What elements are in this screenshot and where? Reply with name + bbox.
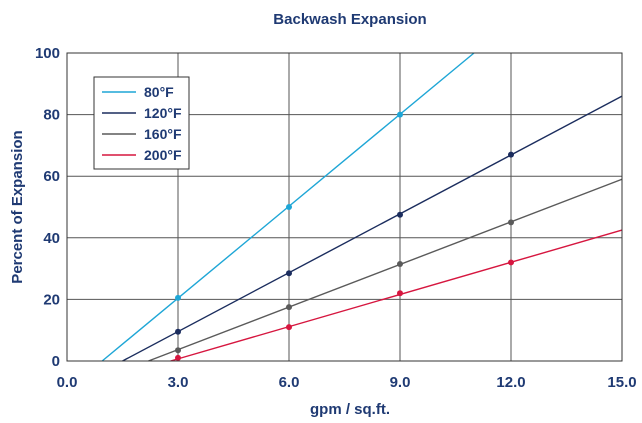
data-point: [286, 270, 292, 277]
grid: [67, 53, 622, 361]
y-tick-label: 100: [35, 45, 60, 62]
data-point: [508, 259, 514, 266]
data-point: [175, 328, 181, 335]
data-point: [175, 347, 181, 354]
x-tick-label: 15.0: [607, 374, 636, 391]
x-tick-label: 12.0: [496, 374, 525, 391]
data-point: [175, 294, 181, 301]
legend-label: 160°F: [144, 126, 182, 142]
x-tick-label: 6.0: [279, 374, 300, 391]
data-point: [397, 260, 403, 267]
series-line-2: [148, 178, 623, 362]
legend: 80°F 120°F 160°F 200°F: [93, 76, 190, 170]
x-axis-label: gpm / sq.ft.: [310, 401, 390, 418]
series-line-1: [122, 95, 623, 362]
data-point: [397, 290, 403, 297]
data-point: [397, 211, 403, 218]
y-tick-label: 20: [43, 291, 60, 308]
data-point: [286, 204, 292, 210]
plot-markers: [175, 111, 514, 361]
data-point: [286, 324, 292, 331]
data-point: [508, 219, 514, 226]
x-tick-label: 3.0: [168, 374, 189, 391]
data-point: [508, 151, 514, 158]
x-tick-labels: 0.0 3.0 6.0 9.0 12.0 15.0: [57, 374, 637, 391]
legend-label: 200°F: [144, 147, 182, 163]
y-axis-label: Percent of Expansion: [9, 130, 26, 283]
y-tick-labels: 0 20 40 60 80 100: [35, 45, 60, 370]
x-tick-label: 9.0: [390, 374, 411, 391]
y-tick-label: 0: [52, 353, 60, 370]
plot-frame: [66, 52, 623, 362]
y-tick-label: 60: [43, 168, 60, 185]
data-point: [397, 111, 403, 118]
legend-label: 80°F: [144, 84, 174, 100]
x-tick-label: 0.0: [57, 374, 78, 391]
chart-title: Backwash Expansion: [273, 11, 426, 28]
data-point: [175, 354, 181, 361]
data-point: [286, 304, 292, 311]
legend-label: 120°F: [144, 105, 182, 121]
y-tick-label: 80: [43, 107, 60, 124]
series-line-3: [170, 229, 623, 362]
y-tick-label: 40: [43, 230, 60, 247]
